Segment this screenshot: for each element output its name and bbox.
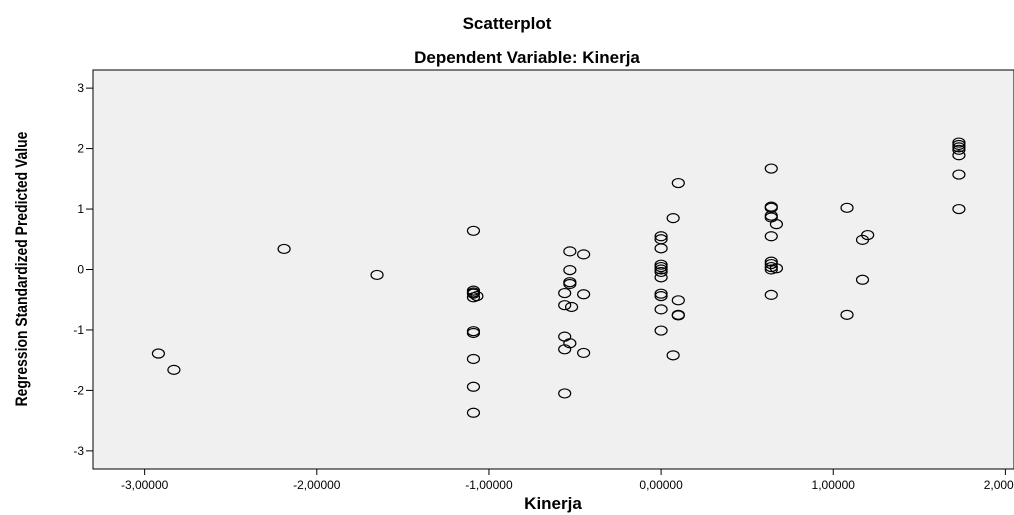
data-point <box>671 310 685 321</box>
data-point <box>654 288 668 299</box>
data-point <box>151 348 166 359</box>
data-point <box>466 288 481 299</box>
y-axis: -3 -2 -1 0 1 2 3 <box>73 81 93 458</box>
data-point <box>952 203 966 215</box>
y-tick-label: 1 <box>77 202 84 216</box>
data-point <box>470 291 484 302</box>
data-point <box>558 388 572 399</box>
chart-title: Scatterplot <box>463 14 552 33</box>
y-tick-label: -2 <box>73 383 84 397</box>
data-point <box>654 325 668 336</box>
data-point <box>855 234 870 245</box>
data-point <box>764 261 778 273</box>
data-point <box>764 163 778 174</box>
x-tick-label: 1,00000 <box>812 478 856 492</box>
data-point <box>952 139 966 151</box>
x-axis: -3,00000 -2,00000 -1,00000 0,00000 1,00000 2,… <box>121 469 1014 492</box>
data-point <box>666 350 680 361</box>
data-point <box>764 289 778 300</box>
data-point <box>654 304 668 315</box>
data-point <box>577 249 591 260</box>
x-tick-label: -3,00000 <box>121 478 169 492</box>
y-tick-label: -3 <box>73 444 84 458</box>
data-point <box>277 243 291 255</box>
data-point <box>840 309 854 320</box>
x-tick-label: 0,00000 <box>639 478 683 492</box>
data-point <box>952 137 966 148</box>
data-point <box>564 301 579 313</box>
y-tick-label: 3 <box>77 81 84 95</box>
data-point <box>654 264 668 275</box>
data-point <box>671 295 685 306</box>
data-point <box>654 259 668 270</box>
data-point <box>466 407 481 418</box>
x-tick-label: -1,00000 <box>465 478 513 492</box>
data-point <box>654 272 668 283</box>
y-tick-label: 0 <box>77 263 84 277</box>
data-point <box>952 169 966 180</box>
data-point <box>855 274 870 285</box>
data-point <box>764 264 778 275</box>
data-point <box>952 142 966 153</box>
data-point <box>466 225 481 236</box>
data-point <box>654 266 668 278</box>
data-point <box>666 213 680 224</box>
data-point <box>654 261 668 273</box>
data-point <box>558 344 572 355</box>
data-point <box>558 287 572 299</box>
data-point <box>952 144 966 155</box>
data-point <box>558 300 572 311</box>
y-axis-title: Regression Standardized Predicted Value <box>13 131 32 406</box>
data-point <box>370 269 384 281</box>
data-point <box>769 263 784 274</box>
data-point <box>764 202 778 213</box>
data-point <box>563 278 577 290</box>
x-axis-title: Kinerja <box>524 494 582 513</box>
data-point <box>654 243 668 254</box>
chart-subtitle: Dependent Variable: Kinerja <box>414 48 640 67</box>
data-point <box>671 177 685 189</box>
data-point <box>563 246 577 257</box>
data-point <box>840 202 854 213</box>
data-point <box>577 347 591 359</box>
data-point <box>563 265 577 276</box>
data-point <box>466 327 481 339</box>
data-point <box>764 231 778 242</box>
plot-area <box>92 69 1014 470</box>
data-point <box>466 353 481 365</box>
x-tick-label: -2,00000 <box>293 478 341 492</box>
data-point <box>466 381 481 392</box>
x-tick-label: 2,00000 <box>984 478 1014 492</box>
data-point <box>167 364 181 375</box>
y-tick-label: 2 <box>77 142 84 156</box>
data-point <box>654 231 668 242</box>
data-points <box>151 137 966 418</box>
data-point <box>577 289 591 300</box>
data-point <box>952 150 966 161</box>
data-point <box>654 291 668 302</box>
y-tick-label: -1 <box>73 323 84 337</box>
data-point <box>769 219 784 230</box>
